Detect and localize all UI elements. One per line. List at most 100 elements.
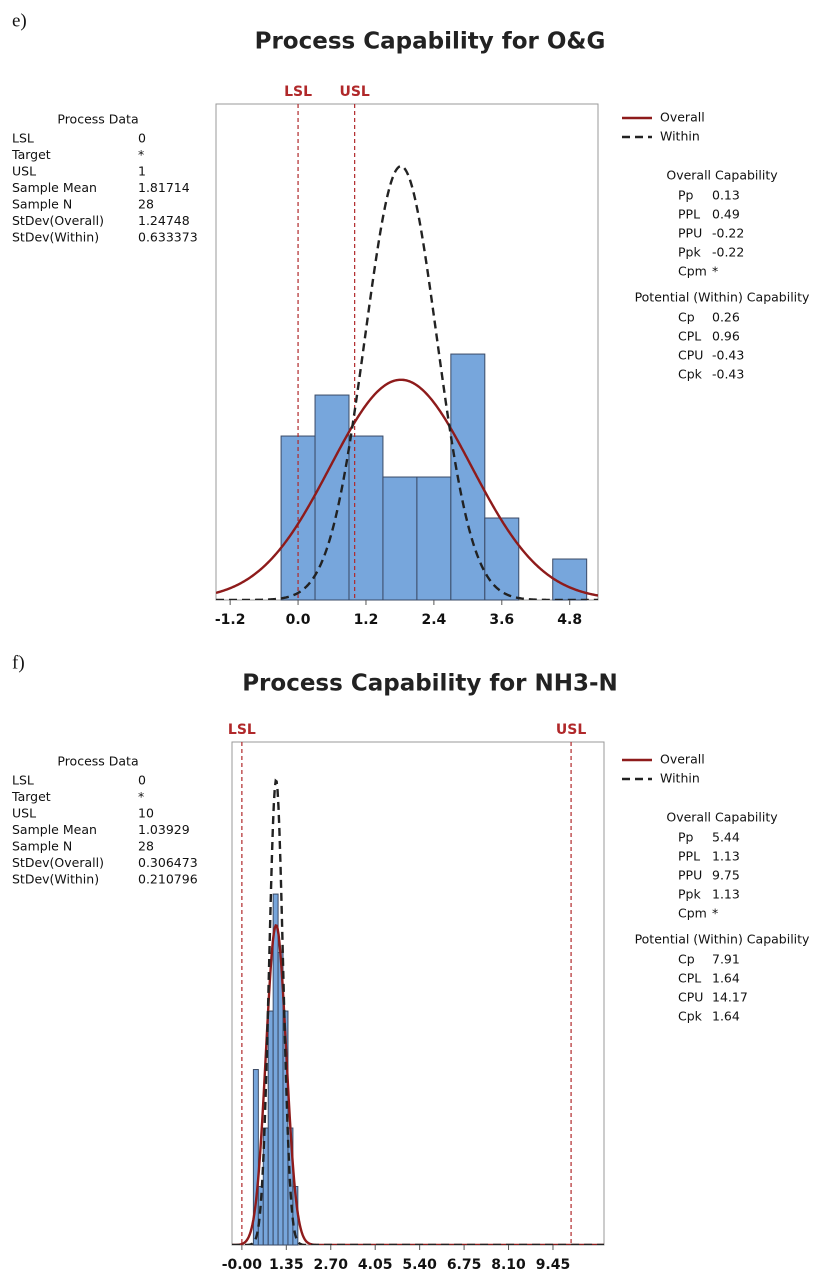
table-value: 9.75 bbox=[712, 868, 740, 883]
table-title: Overall Capability bbox=[666, 168, 778, 183]
table-value: 0 bbox=[138, 131, 146, 146]
table-value: 1.64 bbox=[712, 1009, 740, 1024]
spec-limit-label: USL bbox=[339, 84, 369, 100]
table-value: * bbox=[712, 906, 718, 921]
table-value: 7.91 bbox=[712, 952, 740, 967]
table-value: 1.03929 bbox=[138, 822, 190, 837]
histogram-bar bbox=[272, 893, 279, 1246]
table-label: Target bbox=[11, 147, 51, 162]
table-title: Potential (Within) Capability bbox=[635, 932, 810, 947]
table-label: StDev(Overall) bbox=[12, 213, 104, 228]
x-tick-label: -0.00 bbox=[222, 1257, 263, 1273]
panel-label: e) bbox=[12, 10, 27, 31]
table-value: 0.633373 bbox=[138, 230, 198, 245]
table-value: * bbox=[138, 147, 144, 162]
table-label: Ppk bbox=[678, 887, 701, 902]
table-label: LSL bbox=[12, 773, 34, 788]
x-tick-label: 2.4 bbox=[421, 612, 446, 628]
table-value: 28 bbox=[138, 197, 154, 212]
legend-label: Overall bbox=[660, 110, 705, 125]
histogram-bar bbox=[252, 1069, 259, 1246]
table-label: StDev(Within) bbox=[12, 230, 99, 245]
table-label: USL bbox=[12, 164, 36, 179]
table-value: 1.81714 bbox=[138, 180, 190, 195]
table-label: Sample Mean bbox=[12, 822, 97, 837]
legend-label: Overall bbox=[660, 752, 705, 767]
x-tick-label: 5.40 bbox=[402, 1257, 437, 1273]
table-label: CPL bbox=[678, 971, 701, 986]
table-label: Cp bbox=[678, 952, 695, 967]
histogram-bar bbox=[267, 1010, 274, 1246]
x-tick-label: 0.0 bbox=[286, 612, 311, 628]
x-tick-label: 4.05 bbox=[358, 1257, 393, 1273]
table-value: * bbox=[138, 789, 144, 804]
fit-curve bbox=[232, 924, 604, 1245]
table-value: 0 bbox=[138, 773, 146, 788]
table-label: CPL bbox=[678, 329, 701, 344]
table-label: Pp bbox=[678, 830, 694, 845]
spec-limit-label: LSL bbox=[284, 84, 312, 100]
table-title: Process Data bbox=[57, 754, 138, 769]
table-label: Cpk bbox=[678, 1009, 703, 1024]
table-label: PPU bbox=[678, 226, 702, 241]
plot-frame bbox=[231, 741, 605, 1246]
table-label: Cpk bbox=[678, 367, 703, 382]
spec-limit-label: USL bbox=[556, 722, 586, 738]
x-tick-label: 1.35 bbox=[269, 1257, 304, 1273]
legend-label: Within bbox=[660, 771, 700, 786]
histogram-bar bbox=[416, 476, 452, 601]
table-value: 0.49 bbox=[712, 207, 740, 222]
x-tick-label: 6.75 bbox=[447, 1257, 482, 1273]
table-label: PPL bbox=[678, 207, 700, 222]
histogram-bar bbox=[484, 517, 520, 601]
table-label: StDev(Within) bbox=[12, 872, 99, 887]
x-tick-label: 3.6 bbox=[489, 612, 514, 628]
x-tick-label: 4.8 bbox=[557, 612, 582, 628]
table-value: 14.17 bbox=[712, 990, 748, 1005]
table-value: 1 bbox=[138, 164, 146, 179]
table-value: 0.13 bbox=[712, 188, 740, 203]
table-value: -0.43 bbox=[712, 367, 744, 382]
table-value: 0.96 bbox=[712, 329, 740, 344]
table-value: -0.22 bbox=[712, 226, 744, 241]
chart-title: Process Capability for NH3-N bbox=[242, 671, 618, 697]
spec-limit-label: LSL bbox=[228, 722, 256, 738]
table-label: CPU bbox=[678, 990, 703, 1005]
panel-label: f) bbox=[12, 652, 25, 673]
x-tick-label: 2.70 bbox=[313, 1257, 348, 1273]
table-title: Potential (Within) Capability bbox=[635, 290, 810, 305]
histogram-bar bbox=[314, 394, 350, 601]
legend-label: Within bbox=[660, 129, 700, 144]
fit-curve bbox=[216, 165, 598, 600]
capability-chart: e) Process Capability for O&G -1.2 0.0 1.2 2.… bbox=[11, 10, 810, 628]
table-label: Ppk bbox=[678, 245, 701, 260]
table-value: -0.43 bbox=[712, 348, 744, 363]
table-value: 0.26 bbox=[712, 310, 740, 325]
table-value: 0.210796 bbox=[138, 872, 198, 887]
x-tick-label: 8.10 bbox=[491, 1257, 526, 1273]
table-value: 1.24748 bbox=[138, 213, 190, 228]
table-label: StDev(Overall) bbox=[12, 855, 104, 870]
table-label: LSL bbox=[12, 131, 34, 146]
histogram-bar bbox=[382, 476, 418, 601]
table-title: Process Data bbox=[57, 112, 138, 127]
histogram-bar bbox=[450, 353, 486, 601]
table-label: Sample N bbox=[12, 839, 72, 854]
table-label: Cpm bbox=[678, 264, 707, 279]
table-value: 1.13 bbox=[712, 887, 740, 902]
table-label: Cp bbox=[678, 310, 695, 325]
table-label: Sample N bbox=[12, 197, 72, 212]
table-title: Overall Capability bbox=[666, 810, 778, 825]
table-value: 10 bbox=[138, 806, 154, 821]
table-label: PPU bbox=[678, 868, 702, 883]
table-value: 1.13 bbox=[712, 849, 740, 864]
table-value: 5.44 bbox=[712, 830, 740, 845]
table-value: 1.64 bbox=[712, 971, 740, 986]
x-tick-label: 1.2 bbox=[354, 612, 379, 628]
table-label: CPU bbox=[678, 348, 703, 363]
table-label: Target bbox=[11, 789, 51, 804]
histogram-bar bbox=[552, 558, 588, 601]
table-label: PPL bbox=[678, 849, 700, 864]
table-label: Pp bbox=[678, 188, 694, 203]
